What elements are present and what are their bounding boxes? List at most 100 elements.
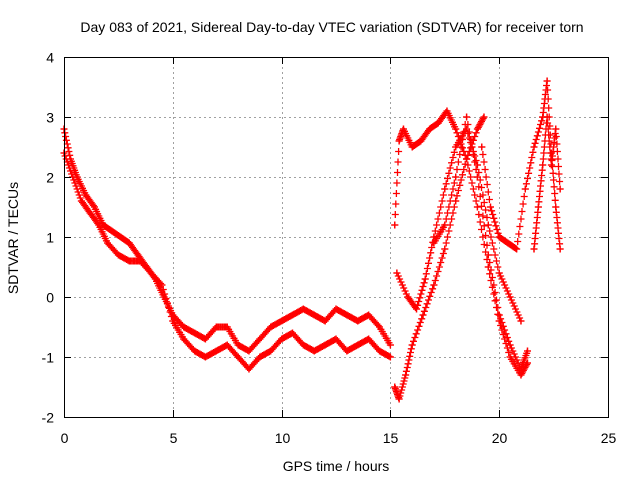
data-point bbox=[441, 221, 449, 229]
y-axis-label: SDTVAR / TECUs bbox=[5, 182, 21, 294]
data-point bbox=[552, 125, 560, 133]
data-point bbox=[421, 275, 429, 283]
grid bbox=[64, 57, 608, 417]
y-tick-label: -2 bbox=[42, 410, 55, 426]
data-point bbox=[354, 317, 362, 325]
data-point bbox=[332, 335, 340, 343]
data-point bbox=[530, 143, 538, 151]
y-tick-label: 0 bbox=[46, 290, 54, 306]
data-point bbox=[136, 257, 144, 265]
data-point bbox=[223, 323, 231, 331]
data-point bbox=[430, 239, 438, 247]
data-point bbox=[556, 185, 564, 193]
data-point bbox=[180, 335, 188, 343]
data-point bbox=[395, 137, 403, 145]
data-point bbox=[321, 341, 329, 349]
data-point bbox=[473, 173, 481, 181]
data-point bbox=[191, 329, 199, 337]
data-point bbox=[391, 383, 399, 391]
data-point bbox=[408, 143, 416, 151]
data-point bbox=[365, 311, 373, 319]
y-tick-label: -1 bbox=[42, 350, 55, 366]
axis-ticks bbox=[64, 57, 609, 418]
series-track-f bbox=[430, 113, 531, 373]
data-point bbox=[354, 341, 362, 349]
data-point bbox=[504, 239, 512, 247]
data-point bbox=[180, 323, 188, 331]
data-point bbox=[245, 365, 253, 373]
data-point bbox=[530, 245, 538, 253]
x-tick-label: 15 bbox=[383, 430, 399, 446]
data-point bbox=[77, 197, 85, 205]
data-point bbox=[147, 269, 155, 277]
data-point bbox=[82, 191, 90, 199]
data-point bbox=[245, 347, 253, 355]
data-point bbox=[473, 125, 481, 133]
data-point bbox=[441, 245, 449, 253]
data-point bbox=[201, 335, 209, 343]
data-point bbox=[256, 335, 264, 343]
data-point bbox=[547, 161, 555, 169]
data-point bbox=[278, 335, 286, 343]
tick-labels: 0 5 10 15 20 25 -2 -1 0 1 2 3 4 bbox=[42, 50, 617, 447]
data-point bbox=[506, 293, 514, 301]
data-point bbox=[321, 317, 329, 325]
data-point bbox=[376, 347, 384, 355]
data-point bbox=[543, 77, 551, 85]
data-point bbox=[463, 113, 471, 121]
data-point bbox=[114, 251, 122, 259]
data-point bbox=[288, 311, 296, 319]
data-point bbox=[134, 251, 142, 259]
data-point bbox=[365, 335, 373, 343]
data-point bbox=[299, 341, 307, 349]
series-track-c bbox=[391, 113, 488, 403]
data-point bbox=[452, 173, 460, 181]
data-point bbox=[125, 257, 133, 265]
data-point bbox=[434, 119, 442, 127]
data-point bbox=[452, 125, 460, 133]
data-point bbox=[256, 353, 264, 361]
data-point bbox=[430, 281, 438, 289]
x-tick-label: 10 bbox=[275, 430, 291, 446]
data-point bbox=[169, 317, 177, 325]
data-point bbox=[478, 143, 486, 151]
data-point bbox=[486, 203, 494, 211]
data-point bbox=[441, 185, 449, 193]
y-tick-label: 4 bbox=[46, 50, 54, 66]
chart-title: Day 083 of 2021, Sidereal Day-to-day VTE… bbox=[80, 19, 583, 35]
series-markers bbox=[60, 125, 394, 355]
data-point bbox=[517, 317, 525, 325]
data-point bbox=[495, 233, 503, 241]
data-point bbox=[426, 125, 434, 133]
data-point bbox=[104, 239, 112, 247]
data-point bbox=[556, 245, 564, 253]
series-markers bbox=[60, 149, 394, 373]
series-track-e bbox=[393, 125, 525, 325]
data-point bbox=[413, 305, 421, 313]
data-point bbox=[108, 227, 116, 235]
data-point bbox=[212, 323, 220, 331]
data-point bbox=[117, 233, 125, 241]
x-tick-label: 20 bbox=[492, 430, 508, 446]
data-point bbox=[402, 371, 410, 379]
data-point bbox=[517, 371, 525, 379]
data-point bbox=[223, 341, 231, 349]
x-tick-label: 0 bbox=[61, 430, 69, 446]
data-point bbox=[310, 347, 318, 355]
data-point bbox=[517, 365, 525, 373]
data-point bbox=[267, 347, 275, 355]
data-point bbox=[399, 125, 407, 133]
data-point bbox=[523, 347, 531, 355]
data-point bbox=[90, 203, 98, 211]
data-point bbox=[393, 269, 401, 277]
y-tick-label: 3 bbox=[46, 110, 54, 126]
data-point bbox=[376, 323, 384, 331]
data-point bbox=[86, 209, 94, 217]
data-point bbox=[539, 161, 547, 169]
data-point bbox=[480, 113, 488, 121]
data-point bbox=[191, 347, 199, 355]
data-point bbox=[125, 239, 133, 247]
data-point bbox=[95, 221, 103, 229]
data-point bbox=[543, 113, 551, 121]
data-point bbox=[523, 359, 531, 367]
